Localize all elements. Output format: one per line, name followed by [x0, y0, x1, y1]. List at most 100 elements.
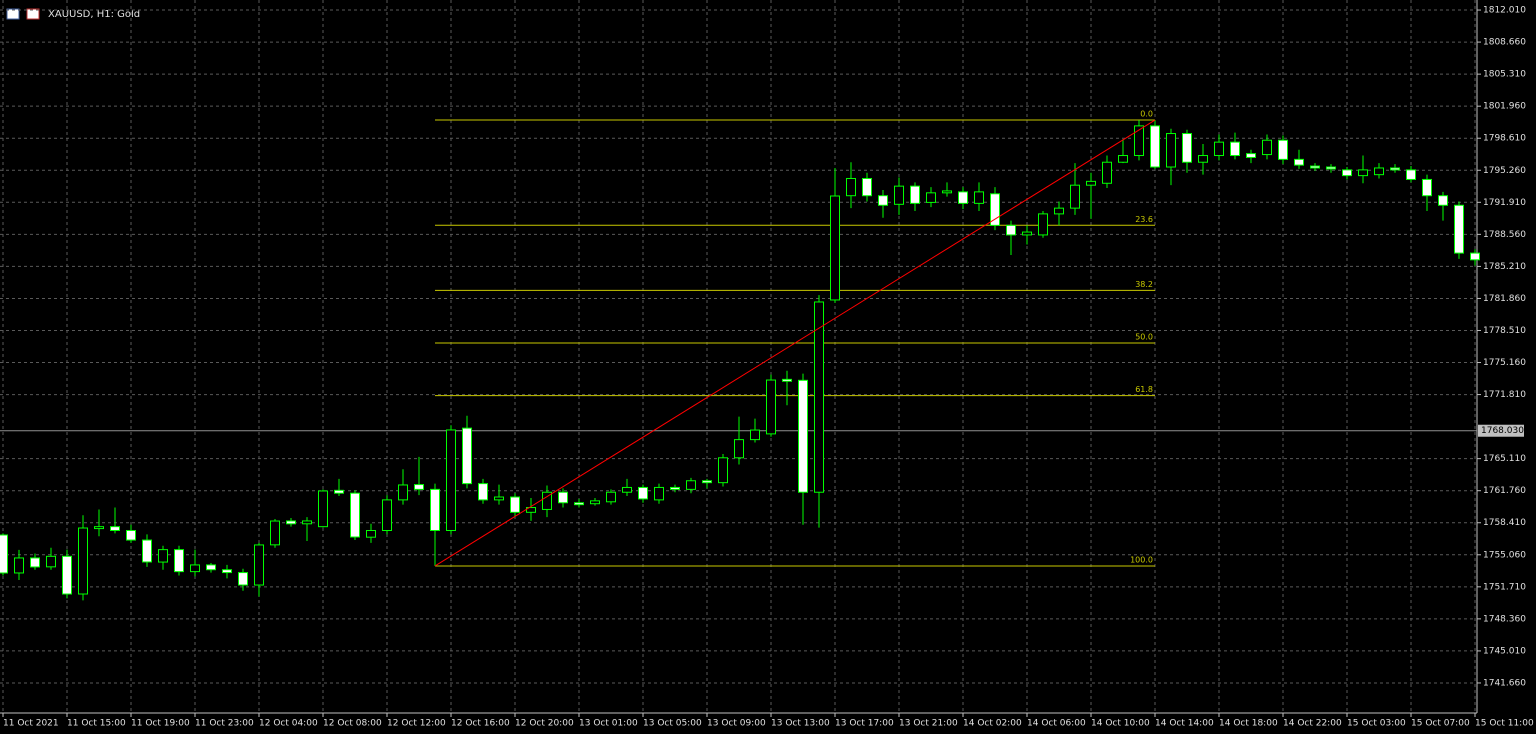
- y-tick-label: 1788.560: [1483, 230, 1526, 240]
- candle-body: [414, 484, 424, 490]
- y-tick-label: 1808.660: [1483, 38, 1526, 48]
- candle-body: [238, 572, 248, 586]
- fib-trendline: [434, 119, 1156, 567]
- candle-body: [734, 439, 744, 459]
- candle-body: [574, 502, 584, 506]
- candle-body: [750, 429, 760, 441]
- candle-body: [494, 496, 504, 501]
- candle-body: [782, 378, 792, 382]
- y-tick-label: 1791.910: [1483, 198, 1526, 208]
- candle-body: [1310, 165, 1320, 169]
- candle-body: [894, 185, 904, 205]
- candle-body: [798, 379, 808, 493]
- candle-body: [1198, 155, 1208, 163]
- x-tick-label: 12 Oct 08:00: [323, 719, 382, 729]
- candle-body: [14, 557, 24, 574]
- candle-body: [766, 379, 776, 435]
- candle-body: [910, 185, 920, 204]
- candle-body: [1038, 213, 1048, 236]
- candle-body: [1102, 161, 1112, 184]
- y-tick-label: 1755.060: [1483, 550, 1526, 560]
- candle-body: [1374, 167, 1384, 176]
- candle-body: [1230, 141, 1240, 157]
- candle-body: [1390, 167, 1400, 171]
- candle-body: [350, 492, 360, 538]
- candle-body: [1006, 224, 1016, 236]
- y-tick-label: 1801.960: [1483, 102, 1526, 112]
- y-tick-label: 1775.160: [1483, 358, 1526, 368]
- candle-body: [814, 301, 824, 493]
- candle-body: [638, 486, 648, 500]
- candle-body: [254, 544, 264, 586]
- candle-body: [302, 520, 312, 525]
- candle-body: [590, 500, 600, 505]
- candle-body: [1262, 139, 1272, 156]
- fib-label: 23.6: [1135, 215, 1153, 224]
- candle-body: [430, 488, 440, 531]
- candle-body: [78, 527, 88, 595]
- candle-body: [1438, 195, 1448, 206]
- current-price-label: 1768.030: [1481, 426, 1524, 436]
- candle-body: [1454, 204, 1464, 254]
- candle-body: [318, 490, 328, 528]
- x-tick-label: 14 Oct 06:00: [1027, 719, 1086, 729]
- icon: [26, 8, 40, 20]
- candle-body: [510, 496, 520, 513]
- candle-body: [942, 190, 952, 194]
- candle-body: [1086, 180, 1096, 186]
- x-tick-label: 14 Oct 14:00: [1155, 719, 1214, 729]
- x-tick-label: 11 Oct 15:00: [67, 719, 126, 729]
- candle-body: [398, 484, 408, 501]
- x-tick-label: 11 Oct 19:00: [131, 719, 190, 729]
- y-tick-label: 1812.010: [1483, 6, 1526, 16]
- candle-body: [1182, 133, 1192, 163]
- icon: [6, 8, 20, 20]
- x-tick-label: 13 Oct 21:00: [899, 719, 958, 729]
- candle-body: [958, 191, 968, 204]
- y-tick-label: 1781.860: [1483, 294, 1526, 304]
- candle-body: [446, 429, 456, 531]
- y-tick-label: 1748.360: [1483, 614, 1526, 624]
- candle-body: [606, 491, 616, 503]
- x-tick-label: 12 Oct 04:00: [259, 719, 318, 729]
- candle-body: [1070, 184, 1080, 209]
- fib-label: 38.2: [1135, 280, 1153, 289]
- candle-body: [702, 480, 712, 484]
- x-tick-label: 11 Oct 23:00: [195, 719, 254, 729]
- x-tick-label: 14 Oct 22:00: [1283, 719, 1342, 729]
- current-price-box: [1478, 424, 1524, 437]
- candle-body: [1054, 207, 1064, 215]
- x-tick-label: 13 Oct 17:00: [835, 719, 894, 729]
- candle-body: [1406, 169, 1416, 180]
- y-tick-label: 1758.410: [1483, 518, 1526, 528]
- candle-body: [1278, 139, 1288, 160]
- candle-body: [366, 529, 376, 538]
- x-tick-label: 12 Oct 16:00: [451, 719, 510, 729]
- candle-body: [718, 457, 728, 484]
- candle-body: [1022, 231, 1032, 236]
- y-tick-label: 1798.610: [1483, 134, 1526, 144]
- candle-body: [1214, 141, 1224, 157]
- candle-body: [622, 486, 632, 493]
- y-tick-label: 1795.260: [1483, 166, 1526, 176]
- candle-body: [542, 491, 552, 510]
- y-tick-label: 1771.810: [1483, 390, 1526, 400]
- fib-label: 61.8: [1135, 385, 1153, 394]
- candle-body: [558, 491, 568, 504]
- candle-body: [830, 195, 840, 301]
- candle-body: [158, 549, 168, 563]
- candle-body: [110, 526, 120, 531]
- candle-body: [286, 520, 296, 525]
- candle-body: [190, 564, 200, 573]
- y-tick-label: 1785.210: [1483, 262, 1526, 272]
- candle-body: [1294, 158, 1304, 166]
- x-tick-label: 13 Oct 05:00: [643, 719, 702, 729]
- y-tick-label: 1745.010: [1483, 646, 1526, 656]
- candle-body: [1118, 155, 1128, 163]
- candle-body: [62, 555, 72, 595]
- y-tick-label: 1751.710: [1483, 582, 1526, 592]
- candle-body: [1326, 166, 1336, 170]
- candle-body: [222, 569, 232, 574]
